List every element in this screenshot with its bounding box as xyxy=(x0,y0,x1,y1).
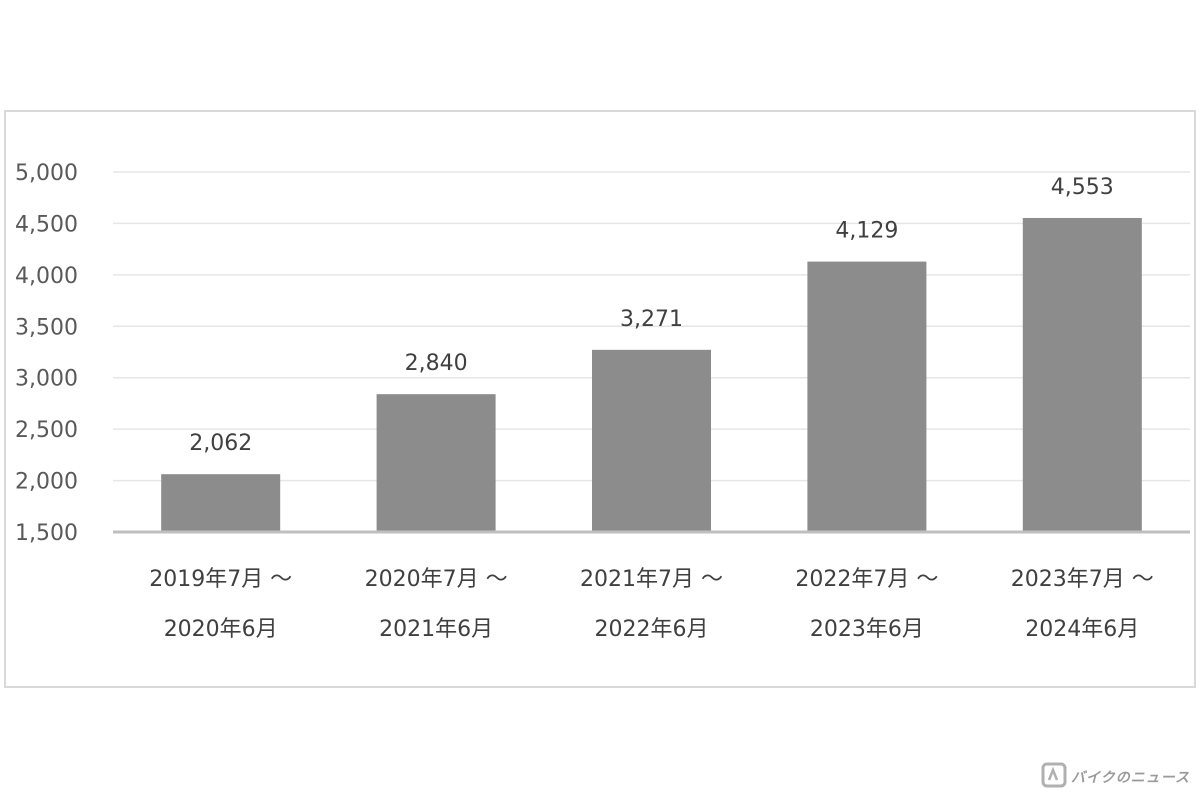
data-label: 4,553 xyxy=(1051,175,1114,200)
data-label: 2,062 xyxy=(189,431,252,456)
y-tick-label: 5,000 xyxy=(15,161,78,186)
y-tick-label: 2,500 xyxy=(15,418,78,443)
gridlines xyxy=(113,171,1190,482)
y-tick-label: 3,500 xyxy=(15,315,78,340)
y-tick-label: 3,000 xyxy=(15,367,78,392)
bar xyxy=(592,349,711,532)
labels: 1,500 2,000 2,500 3,000 3,500 4,000 4,500 5,000… xyxy=(15,161,1154,642)
y-tick-label: 4,500 xyxy=(15,212,78,237)
x-category-label: 2022年6月 xyxy=(595,617,709,642)
watermark-text: バイクのニュース xyxy=(1070,770,1190,786)
bar xyxy=(807,261,927,532)
x-category-label: 2023年7月 ～ xyxy=(1011,567,1154,592)
x-category-label: 2019年7月 ～ xyxy=(149,567,292,592)
x-category-label: 2021年6月 xyxy=(379,617,493,642)
x-category-label: 2021年7月 ～ xyxy=(580,567,723,592)
bars xyxy=(161,217,1142,532)
bar xyxy=(1022,217,1142,532)
bar xyxy=(161,474,281,532)
x-category-label: 2023年6月 xyxy=(810,617,924,642)
x-category-label: 2020年6月 xyxy=(164,617,278,642)
data-label: 2,840 xyxy=(405,351,468,376)
x-category-label: 2024年6月 xyxy=(1025,617,1139,642)
x-category-label: 2022年7月 ～ xyxy=(795,567,938,592)
data-label: 4,129 xyxy=(835,219,898,244)
logo-icon xyxy=(1041,762,1067,792)
data-label: 3,271 xyxy=(620,307,683,332)
y-tick-label: 4,000 xyxy=(15,264,78,289)
bar xyxy=(376,394,496,532)
watermark: バイクのニュース xyxy=(1041,762,1190,792)
y-tick-label: 2,000 xyxy=(15,470,78,495)
x-category-label: 2020年7月 ～ xyxy=(365,567,508,592)
y-tick-label: 1,500 xyxy=(15,521,78,546)
